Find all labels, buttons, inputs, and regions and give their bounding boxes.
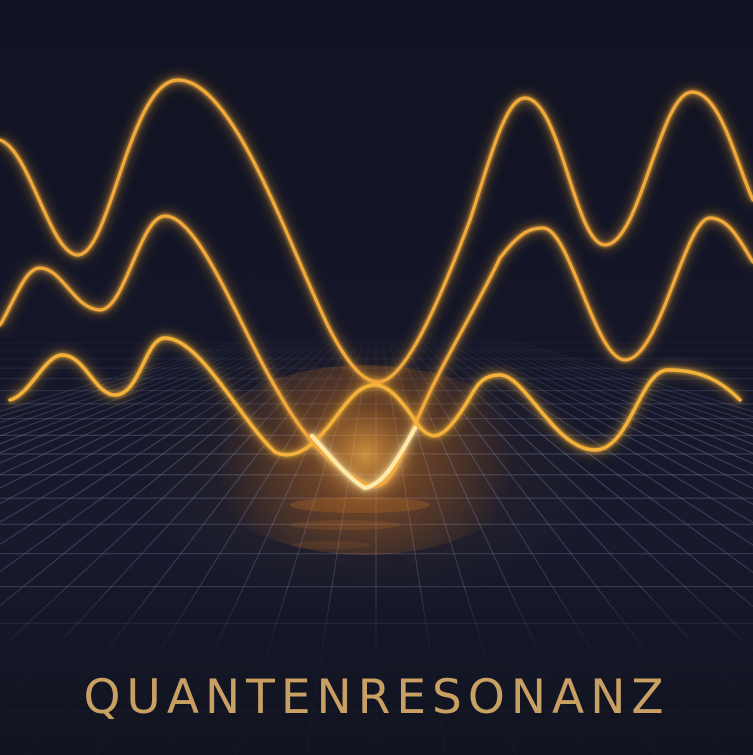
grid-line bbox=[440, 329, 753, 476]
grid-line bbox=[0, 329, 275, 412]
grid-line bbox=[412, 329, 753, 608]
grid-line bbox=[449, 329, 753, 454]
poster-title: QUANTENRESONANZ bbox=[83, 670, 670, 725]
grid-line bbox=[458, 329, 753, 437]
grid-line bbox=[431, 329, 753, 505]
grid-line bbox=[426, 329, 753, 524]
grid-line bbox=[0, 329, 331, 546]
resonance-crossing bbox=[310, 426, 417, 491]
grid-line bbox=[477, 329, 753, 412]
wave-bottom bbox=[8, 336, 742, 457]
grid-line bbox=[445, 329, 753, 464]
grid-line bbox=[0, 329, 284, 423]
grid-line bbox=[435, 329, 753, 490]
grid-line bbox=[0, 329, 307, 464]
glow-reflection bbox=[290, 497, 430, 549]
resonance-glow bbox=[195, 365, 535, 555]
grid-line bbox=[0, 329, 303, 454]
grid-line bbox=[0, 329, 326, 523]
grid-line bbox=[417, 329, 753, 573]
wave-top bbox=[0, 78, 753, 384]
grid-line bbox=[0, 329, 280, 417]
grid-line bbox=[0, 329, 312, 476]
grid-line bbox=[463, 329, 753, 430]
grid-line bbox=[0, 329, 321, 505]
grid-line bbox=[0, 329, 289, 430]
grid-line bbox=[0, 329, 294, 437]
grid-line bbox=[0, 329, 317, 489]
grid-line bbox=[0, 329, 298, 445]
grid-line bbox=[468, 329, 753, 424]
grid-line bbox=[472, 329, 753, 418]
